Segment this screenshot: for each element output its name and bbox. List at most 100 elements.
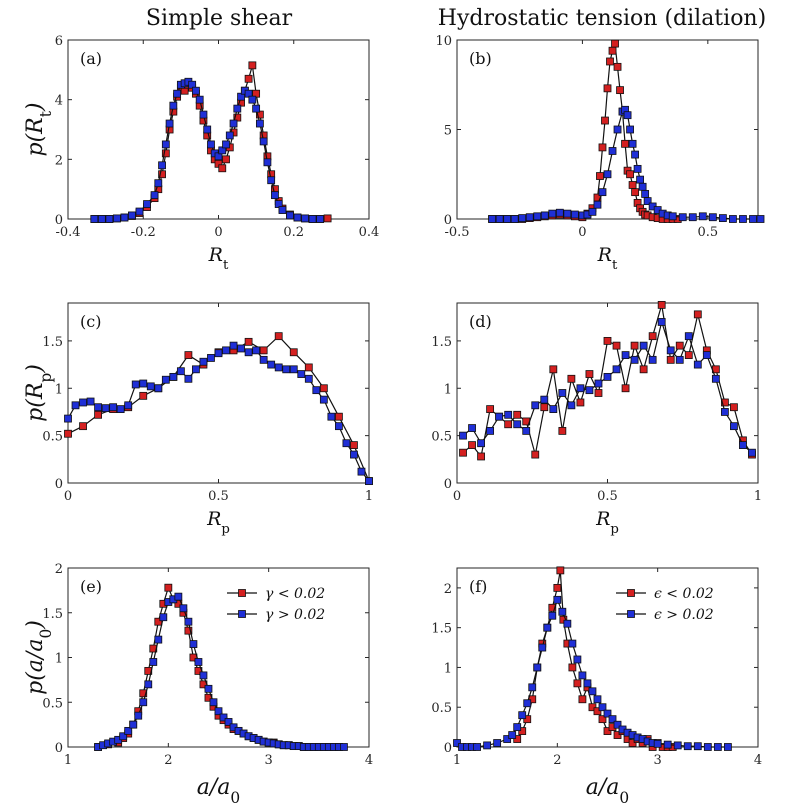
marker-blue	[668, 212, 677, 221]
marker-blue	[513, 723, 522, 732]
marker-blue	[214, 707, 223, 716]
marker-red	[184, 626, 193, 635]
y-tick-label: 1	[444, 382, 452, 397]
marker-blue	[225, 131, 234, 140]
marker-blue	[533, 663, 542, 672]
marker-blue	[237, 344, 245, 353]
marker-blue	[657, 318, 666, 326]
marker-blue	[583, 679, 592, 688]
y-tick-label: 0.5	[431, 430, 452, 445]
marker-blue	[120, 213, 129, 222]
x-tick-label: 1	[754, 489, 762, 504]
axes-box	[456, 567, 759, 748]
marker-red	[319, 384, 328, 393]
marker-red	[585, 370, 594, 378]
marker-blue	[159, 613, 168, 622]
x-tick-label: 0.2	[283, 225, 304, 240]
marker-blue	[203, 125, 212, 134]
marker-blue	[184, 374, 193, 383]
marker-blue	[340, 743, 348, 751]
marker-red	[64, 429, 72, 438]
marker-blue	[473, 743, 481, 751]
y-tick-label: 0.5	[42, 696, 63, 711]
y-tick-label: 1.5	[431, 335, 452, 350]
marker-blue	[608, 147, 617, 155]
marker-blue	[641, 190, 650, 198]
marker-blue	[79, 398, 87, 407]
marker-red	[621, 384, 630, 393]
marker-blue	[267, 360, 276, 369]
marker-blue	[453, 739, 461, 747]
legend-label-red: ϵ < 0.02	[654, 586, 714, 602]
marker-red	[593, 707, 602, 716]
marker-red	[730, 403, 738, 412]
marker-blue	[504, 410, 513, 419]
marker-red	[626, 170, 634, 179]
marker-red	[613, 731, 622, 739]
marker-blue	[558, 607, 567, 616]
marker-blue	[357, 467, 366, 476]
marker-red	[504, 420, 513, 429]
marker-blue	[124, 726, 133, 735]
y-tick-label: 0	[55, 213, 63, 228]
marker-blue	[503, 735, 512, 743]
marker-blue	[365, 477, 373, 486]
y-tick-label: 1.5	[431, 622, 452, 637]
marker-red	[94, 410, 102, 419]
marker-blue	[608, 715, 617, 724]
marker-blue	[128, 211, 136, 220]
marker-red	[573, 679, 582, 688]
legend-marker-blue	[238, 610, 246, 618]
legend-label-blue: ϵ > 0.02	[654, 607, 714, 623]
marker-blue	[248, 95, 257, 104]
x-tick-label: 0	[214, 225, 222, 240]
x-axis-label: a/a0	[586, 775, 629, 807]
marker-blue	[289, 365, 298, 374]
marker-blue	[688, 213, 697, 222]
marker-blue	[703, 743, 712, 751]
panel-tag: (a)	[80, 49, 102, 68]
marker-blue	[94, 403, 102, 412]
marker-blue	[683, 742, 692, 751]
marker-blue	[144, 680, 153, 689]
y-tick-label: 1	[444, 661, 452, 676]
legend-box	[221, 580, 357, 626]
marker-blue	[702, 351, 711, 360]
marker-red	[693, 310, 702, 319]
marker-blue	[252, 104, 261, 113]
panel-e: 1 2 3 4 0 0.5 1 1.5 2 (e) a/a0 p(a/a0) γ < 0.02 γ > 0…	[23, 562, 373, 807]
y-tick-label: 6	[55, 34, 63, 49]
marker-blue	[199, 357, 208, 366]
marker-blue	[729, 215, 737, 223]
marker-blue	[312, 386, 321, 395]
marker-blue	[109, 403, 118, 412]
marker-blue	[523, 699, 532, 708]
x-axis-label: Rt	[208, 244, 229, 273]
marker-blue	[143, 200, 151, 208]
marker-blue	[626, 125, 634, 134]
marker-red	[477, 452, 485, 461]
x-tick-label: -0.5	[444, 225, 469, 240]
marker-red	[350, 441, 358, 450]
marker-red	[631, 188, 639, 197]
marker-red	[630, 341, 639, 350]
marker-blue	[199, 671, 208, 680]
marker-blue	[199, 110, 208, 119]
marker-blue	[553, 595, 562, 604]
y-tick-label: 0	[444, 741, 452, 756]
y-tick-label: 0.5	[42, 430, 63, 445]
marker-blue	[673, 741, 682, 750]
marker-blue	[748, 448, 756, 457]
marker-blue	[271, 191, 279, 200]
marker-red	[139, 391, 148, 400]
marker-red	[244, 74, 253, 83]
marker-red	[616, 86, 624, 95]
marker-blue	[488, 215, 497, 223]
marker-blue	[184, 617, 193, 626]
marker-red	[675, 341, 684, 350]
marker-blue	[675, 355, 684, 364]
x-axis-label: Rt	[597, 244, 618, 273]
panel-tag: (d)	[469, 312, 492, 331]
y-tick-label: 1.5	[42, 607, 63, 622]
x-tick-label: -0.2	[131, 225, 156, 240]
